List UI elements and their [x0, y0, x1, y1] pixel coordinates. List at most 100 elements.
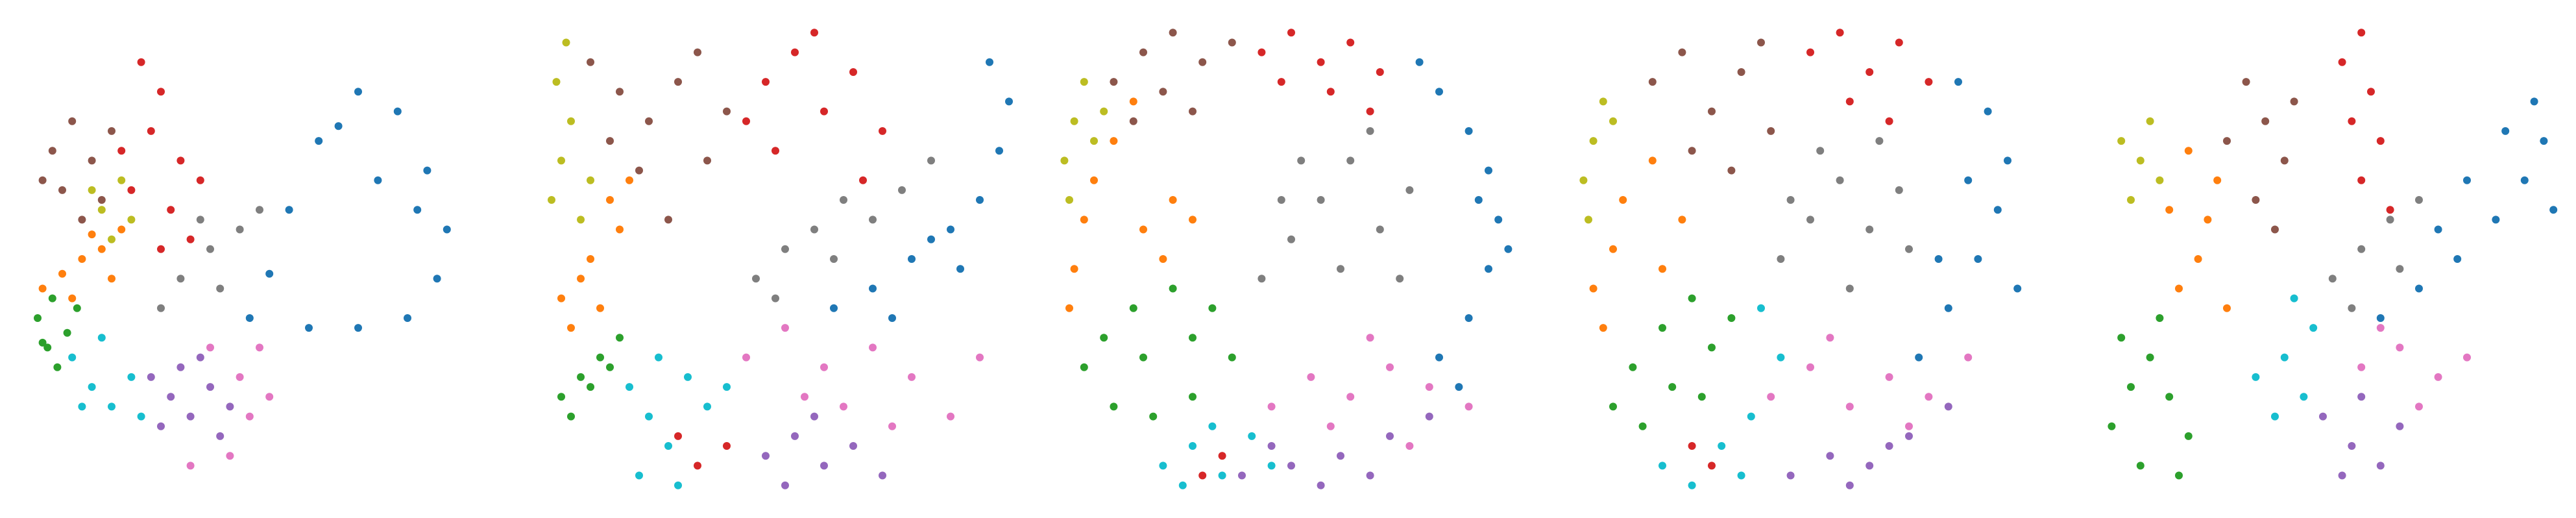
- scatter-point-p2-s9-6: [562, 38, 570, 47]
- scatter-point-p5-s7-1: [2357, 363, 2366, 371]
- scatter-point-p2-s4-10: [674, 432, 682, 440]
- scatter-point-p3-s3-8: [1129, 304, 1137, 312]
- scatter-point-p5-s3-8: [2175, 471, 2183, 480]
- scatter-point-p5-s1-8: [2501, 127, 2510, 135]
- scatter-point-p4-s2-7: [1659, 265, 1666, 273]
- scatter-point-p1-s10-5: [97, 334, 106, 342]
- scatter-point-p2-s6-9: [606, 137, 614, 145]
- scatter-point-p1-s7-4: [256, 343, 263, 352]
- scatter-point-p2-s9-4: [552, 78, 561, 86]
- scatter-point-p4-s9-1: [1579, 176, 1588, 184]
- scatter-point-p3-s1-4: [1494, 216, 1503, 224]
- scatter-point-p2-s4-7: [810, 29, 818, 37]
- scatter-point-p1-s10-6: [137, 412, 145, 421]
- scatter-point-p3-s10-1: [1159, 462, 1167, 470]
- scatter-point-p4-s4-2: [1836, 29, 1844, 37]
- scatter-point-p5-s2-4: [2213, 176, 2222, 184]
- scatter-point-p5-s1-3: [2453, 255, 2462, 263]
- scatter-point-p2-s5-4: [849, 442, 857, 450]
- scatter-point-p4-s5-7: [1885, 442, 1893, 450]
- scatter-point-p1-s4-5: [127, 186, 136, 194]
- scatter-point-p5-s6-6: [2271, 225, 2279, 234]
- scatter-point-p1-s9-5: [88, 186, 96, 194]
- scatter-point-p2-s3-1: [557, 393, 565, 401]
- scatter-point-p1-s4-7: [186, 235, 195, 243]
- scatter-point-p5-s3-4: [2165, 393, 2174, 401]
- scatter-point-p3-s1-7: [1435, 88, 1443, 96]
- scatter-point-p3-s3-9: [1100, 334, 1108, 342]
- scatter-point-p5-s9-3: [2146, 117, 2154, 125]
- scatter-point-p4-s3-8: [1697, 393, 1706, 401]
- scatter-point-p4-s7-6: [1964, 353, 1973, 362]
- scatter-point-p4-s10-7: [1757, 304, 1765, 312]
- scatter-point-p4-s1-7: [1954, 78, 1962, 86]
- scatter-point-p4-s8-1: [1777, 255, 1785, 263]
- scatter-point-p3-s2-1: [1070, 265, 1078, 273]
- scatter-point-p3-s8-7: [1337, 265, 1344, 273]
- scatter-point-p2-s5-3: [820, 462, 828, 470]
- scatter-point-p5-s1-1: [2376, 314, 2385, 322]
- scatter-point-p3-s9-6: [1100, 107, 1108, 116]
- scatter-point-p1-s2-1: [38, 284, 47, 293]
- scatter-point-p4-s7-7: [1826, 334, 1834, 342]
- scatter-point-p2-s2-6: [606, 196, 614, 204]
- scatter-point-p5-s1-9: [2463, 176, 2471, 184]
- scatter-point-p5-s1-10: [2434, 225, 2442, 234]
- scatter-point-p1-s5-8: [196, 353, 204, 362]
- scatter-point-p2-s4-6: [772, 147, 779, 155]
- scatter-point-p4-s10-6: [1737, 471, 1745, 480]
- scatter-point-p3-s3-6: [1208, 304, 1217, 312]
- scatter-point-p4-s4-6: [1845, 97, 1854, 106]
- scatter-point-p5-s5-5: [2357, 393, 2366, 401]
- scatter-point-p4-s2-3: [1619, 196, 1627, 204]
- scatter-point-p4-s8-10: [1905, 245, 1913, 253]
- scatter-point-p1-s1-7: [423, 166, 431, 175]
- scatter-point-p1-s5-6: [176, 363, 185, 371]
- scatter-point-p1-s1-13: [374, 176, 382, 184]
- scatter-point-p1-s6-2: [68, 117, 77, 125]
- scatter-point-p5-s3-7: [2117, 334, 2126, 342]
- scatter-point-p5-s7-6: [2376, 324, 2385, 332]
- scatter-point-p4-s2-6: [1599, 324, 1607, 332]
- scatter-point-p5-s8-3: [2386, 216, 2394, 224]
- scatter-point-p4-s6-6: [1688, 147, 1696, 155]
- scatter-point-p4-s1-8: [1934, 255, 1943, 263]
- scatter-point-p4-s8-9: [1786, 196, 1795, 204]
- scatter-point-p2-s10-9: [723, 383, 731, 391]
- scatter-point-p4-s6-4: [1737, 68, 1745, 76]
- scatter-point-p5-s3-9: [2156, 314, 2164, 322]
- scatter-point-p3-s1-1: [1435, 353, 1443, 362]
- scatter-point-p4-s5-4: [1905, 432, 1913, 440]
- scatter-point-p1-s2-7: [108, 275, 115, 283]
- scatter-point-p2-s1-1: [830, 304, 838, 312]
- scatter-point-p2-s4-12: [723, 442, 731, 450]
- scatter-point-p2-s4-2: [791, 48, 799, 56]
- scatter-point-p1-s10-1: [68, 353, 77, 362]
- scatter-point-p2-s2-4: [587, 255, 594, 263]
- scatter-point-p5-s10-4: [2309, 324, 2318, 332]
- scatter-point-p2-s7-8: [976, 353, 984, 362]
- scatter-point-p4-s4-3: [1865, 68, 1874, 76]
- scatter-point-p2-s5-7: [781, 481, 789, 489]
- scatter-point-p1-s7-5: [226, 452, 234, 460]
- scatter-point-p1-s7-2: [236, 373, 244, 381]
- scatter-point-p1-s1-3: [285, 206, 293, 214]
- scatter-point-p1-s3-6: [48, 294, 56, 302]
- scatter-point-p2-s5-1: [762, 452, 770, 460]
- scatter-point-p3-s5-2: [1287, 462, 1295, 470]
- scatter-point-p2-s1-9: [888, 314, 896, 322]
- scatter-point-p5-s4-4: [2376, 137, 2385, 145]
- scatter-point-p1-s8-5: [216, 284, 225, 293]
- scatter-point-p3-s5-8: [1267, 442, 1276, 450]
- scatter-point-p5-s2-6: [2223, 304, 2231, 312]
- scatter-point-p4-s2-4: [1648, 156, 1657, 165]
- scatter-point-p3-s4-2: [1287, 29, 1295, 37]
- scatter-point-p2-s10-1: [626, 383, 633, 391]
- scatter-point-p2-s6-5: [703, 156, 711, 165]
- scatter-point-p4-s6-1: [1648, 78, 1657, 86]
- scatter-point-p3-s4-9: [1198, 471, 1207, 480]
- scatter-point-p2-s8-4: [840, 196, 847, 204]
- scatter-point-p5-s6-7: [2223, 137, 2231, 145]
- scatter-point-p5-s2-1: [2175, 284, 2183, 293]
- scatter-point-p2-s3-2: [577, 373, 585, 381]
